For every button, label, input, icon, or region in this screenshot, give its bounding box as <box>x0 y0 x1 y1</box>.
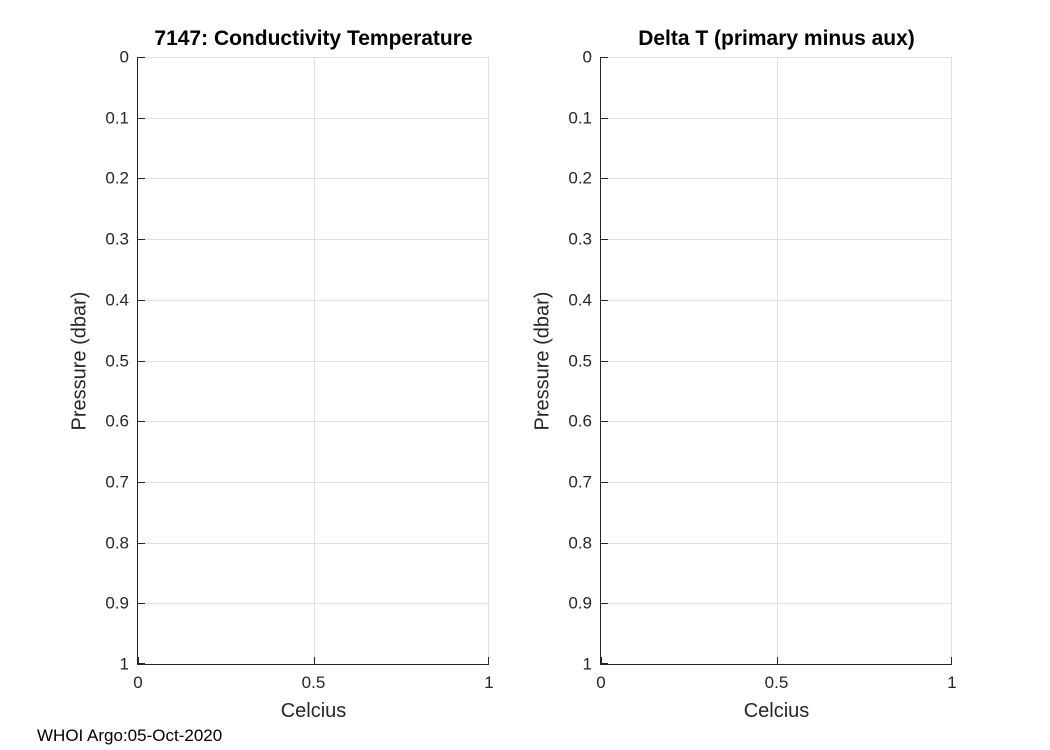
x-tick-label: 0.5 <box>764 673 789 692</box>
x-tick-label: 0.5 <box>301 673 326 692</box>
vertical-gridline <box>776 57 778 664</box>
y-tick-label: 0.2 <box>568 168 592 188</box>
y-tick-mark <box>601 360 608 362</box>
y-tick-mark <box>601 542 608 544</box>
y-tick-mark <box>601 481 608 483</box>
chart-title: Delta T (primary minus aux) <box>638 27 915 50</box>
x-axis-label: Celcius <box>743 700 810 722</box>
x-tick-mark <box>138 657 139 664</box>
vertical-gridline <box>313 57 315 664</box>
y-tick-mark <box>601 299 608 301</box>
figure-footer-timestamp: WHOI Argo:05-Oct-2020 <box>37 726 223 745</box>
plot-area: Delta T (primary minus aux) Pressure (db… <box>532 27 957 722</box>
y-tick-label: 0 <box>582 47 592 67</box>
x-tick-label: 0 <box>133 673 143 692</box>
y-tick-mark <box>138 57 145 58</box>
y-tick-label: 0.3 <box>105 229 129 249</box>
y-tick-label: 0.1 <box>105 108 129 128</box>
x-tick-mark <box>313 657 315 664</box>
x-tick-label: 1 <box>947 673 957 692</box>
y-tick-label: 0.9 <box>105 593 129 613</box>
y-tick-mark <box>138 542 145 544</box>
y-tick-mark <box>138 663 145 664</box>
x-tick-mark <box>488 657 489 664</box>
y-tick-mark <box>138 481 145 483</box>
y-tick-label: 0.3 <box>568 229 592 249</box>
y-tick-label: 0.4 <box>105 290 129 310</box>
y-tick-label: 0.4 <box>568 290 592 310</box>
x-tick-label: 1 <box>484 673 494 692</box>
y-tick-label: 1 <box>582 654 592 674</box>
y-tick-mark <box>138 239 145 241</box>
x-tick-mark <box>951 657 952 664</box>
y-tick-label: 0.8 <box>105 533 129 553</box>
y-tick-mark <box>601 117 608 119</box>
y-tick-label: 0.9 <box>568 593 592 613</box>
y-tick-mark <box>601 421 608 423</box>
y-tick-mark <box>601 239 608 241</box>
y-tick-label: 0.5 <box>105 351 129 370</box>
y-tick-label: 0.2 <box>105 168 129 188</box>
y-tick-mark <box>138 603 145 605</box>
plot-area: 7147: Conductivity Temperature Pressure … <box>69 27 494 722</box>
y-tick-label: 0.7 <box>105 472 129 492</box>
y-tick-mark <box>601 57 608 58</box>
y-tick-label: 0.8 <box>568 533 592 553</box>
y-tick-mark <box>138 421 145 423</box>
x-axis-label: Celcius <box>280 700 347 722</box>
y-tick-label: 0.5 <box>568 351 592 370</box>
y-tick-mark <box>601 663 608 664</box>
y-tick-mark <box>138 117 145 119</box>
y-tick-label: 0.6 <box>568 411 592 431</box>
y-tick-label: 0.7 <box>568 472 592 492</box>
x-tick-mark <box>776 657 778 664</box>
y-tick-label: 0 <box>119 47 129 67</box>
y-tick-label: 0.6 <box>105 411 129 431</box>
vertical-gridline <box>951 57 952 664</box>
x-tick-label: 0 <box>596 673 606 692</box>
y-tick-mark <box>601 178 608 180</box>
chart-title: 7147: Conductivity Temperature <box>154 27 473 50</box>
y-tick-mark <box>138 299 145 301</box>
x-tick-mark <box>601 657 602 664</box>
y-tick-mark <box>138 360 145 362</box>
y-tick-label: 1 <box>119 654 129 674</box>
y-axis-label: Pressure (dbar) <box>531 291 554 430</box>
vertical-gridline <box>488 57 489 664</box>
y-tick-mark <box>138 178 145 180</box>
y-tick-label: 0.1 <box>568 108 592 128</box>
y-tick-mark <box>601 603 608 605</box>
